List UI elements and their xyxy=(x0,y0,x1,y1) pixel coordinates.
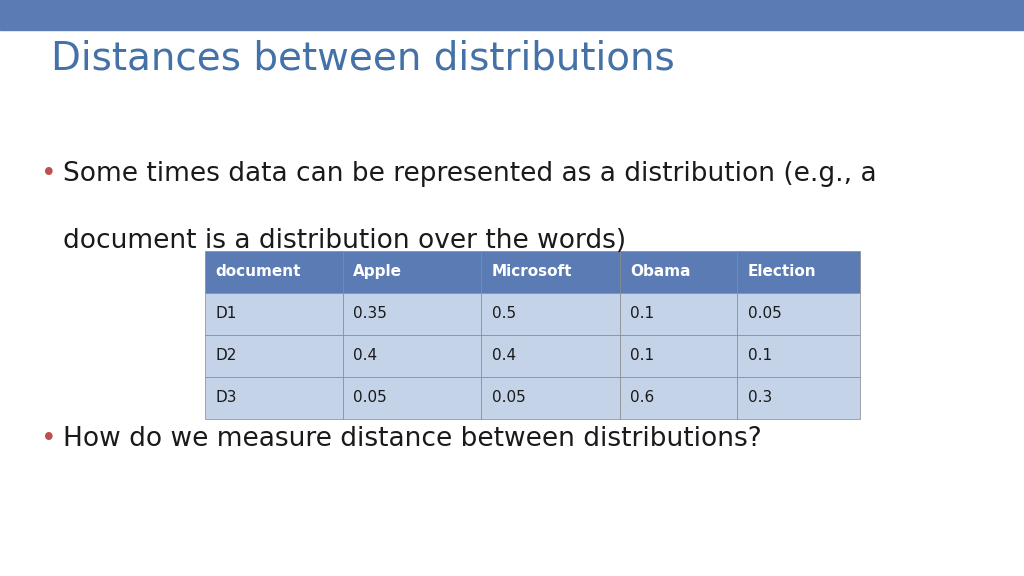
Text: 0.3: 0.3 xyxy=(748,390,772,406)
Text: Election: Election xyxy=(748,264,816,279)
Text: document is a distribution over the words): document is a distribution over the word… xyxy=(63,228,627,253)
Text: 0.5: 0.5 xyxy=(492,306,516,321)
Text: Some times data can be represented as a distribution (e.g., a: Some times data can be represented as a … xyxy=(63,161,878,187)
Text: D1: D1 xyxy=(215,306,237,321)
Text: 0.1: 0.1 xyxy=(748,348,772,363)
Text: 0.05: 0.05 xyxy=(353,390,387,406)
Text: 0.05: 0.05 xyxy=(492,390,525,406)
Text: document: document xyxy=(215,264,300,279)
Text: •: • xyxy=(41,426,56,452)
Text: D2: D2 xyxy=(215,348,237,363)
Text: Apple: Apple xyxy=(353,264,402,279)
Text: D3: D3 xyxy=(215,390,237,406)
Text: 0.6: 0.6 xyxy=(630,390,654,406)
Text: 0.05: 0.05 xyxy=(748,306,781,321)
Text: 0.4: 0.4 xyxy=(353,348,378,363)
Text: 0.1: 0.1 xyxy=(630,306,654,321)
Text: •: • xyxy=(41,161,56,187)
Text: Obama: Obama xyxy=(630,264,690,279)
Text: 0.4: 0.4 xyxy=(492,348,516,363)
Text: How do we measure distance between distributions?: How do we measure distance between distr… xyxy=(63,426,762,452)
Text: Distances between distributions: Distances between distributions xyxy=(51,40,675,78)
Text: Microsoft: Microsoft xyxy=(492,264,572,279)
Text: 0.1: 0.1 xyxy=(630,348,654,363)
Text: 0.35: 0.35 xyxy=(353,306,387,321)
